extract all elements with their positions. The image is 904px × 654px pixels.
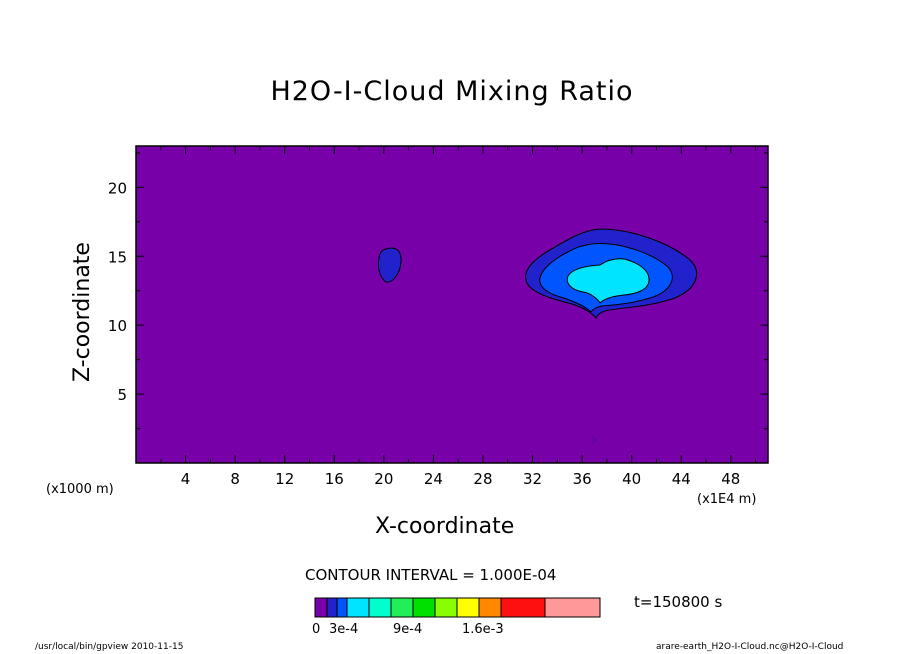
- colorbar-swatch: [368, 597, 392, 618]
- axis-ticks: [136, 146, 768, 463]
- time-label: t=150800 s: [634, 593, 723, 611]
- footer-source-file: arare-earth_H2O-I-Cloud.nc@H2O-I-Cloud: [656, 642, 844, 652]
- colorbar: [314, 597, 601, 618]
- x-unit-left: (x1000 m): [46, 482, 114, 497]
- x-tick-label: 28: [473, 470, 492, 488]
- footer-program-date: /usr/local/bin/gpview 2010-11-15: [35, 642, 184, 652]
- x-tick-label: 20: [374, 470, 393, 488]
- colorbar-swatch: [390, 597, 414, 618]
- colorbar-swatch: [434, 597, 458, 618]
- x-tick-label: 40: [622, 470, 641, 488]
- contour-interval-label: CONTOUR INTERVAL = 1.000E-04: [305, 566, 557, 584]
- x-tick-label: 32: [523, 470, 542, 488]
- plot-background: [136, 146, 768, 463]
- x-tick-label: 16: [325, 470, 344, 488]
- x-unit-right: (x1E4 m): [697, 492, 757, 507]
- colorbar-swatch: [346, 597, 370, 618]
- colorbar-swatch: [326, 597, 338, 618]
- plot-frame: [135, 145, 769, 464]
- colorbar-swatch: [314, 597, 328, 618]
- y-axis-label: Z-coordinate: [70, 242, 95, 382]
- colorbar-label-0: 0: [312, 622, 321, 637]
- main-cloud-contour-3: [566, 258, 650, 304]
- y-tick-label: 10: [108, 317, 127, 335]
- colorbar-swatch: [336, 597, 348, 618]
- y-tick-label: 20: [108, 179, 127, 197]
- small-cell-contour: [377, 247, 402, 283]
- x-tick-label: 48: [721, 470, 740, 488]
- minor-artifact: [591, 435, 597, 445]
- x-tick-label: 24: [424, 470, 443, 488]
- y-tick-label: 5: [117, 386, 127, 404]
- colorbar-swatch: [478, 597, 502, 618]
- x-tick-label: 4: [181, 470, 191, 488]
- y-tick-label: 15: [108, 248, 127, 266]
- colorbar-swatch: [412, 597, 436, 618]
- x-tick-label: 8: [230, 470, 240, 488]
- colorbar-swatch: [456, 597, 480, 618]
- x-tick-label: 36: [573, 470, 592, 488]
- colorbar-label-3: 1.6e-3: [462, 622, 504, 637]
- colorbar-swatch: [544, 597, 601, 618]
- x-tick-label: 12: [275, 470, 294, 488]
- colorbar-label-2: 9e-4: [393, 622, 423, 637]
- colorbar-swatch: [500, 597, 546, 618]
- x-tick-label: 44: [672, 470, 691, 488]
- chart-title: H2O-I-Cloud Mixing Ratio: [270, 76, 634, 107]
- x-axis-label: X-coordinate: [375, 514, 515, 539]
- colorbar-label-1: 3e-4: [329, 622, 359, 637]
